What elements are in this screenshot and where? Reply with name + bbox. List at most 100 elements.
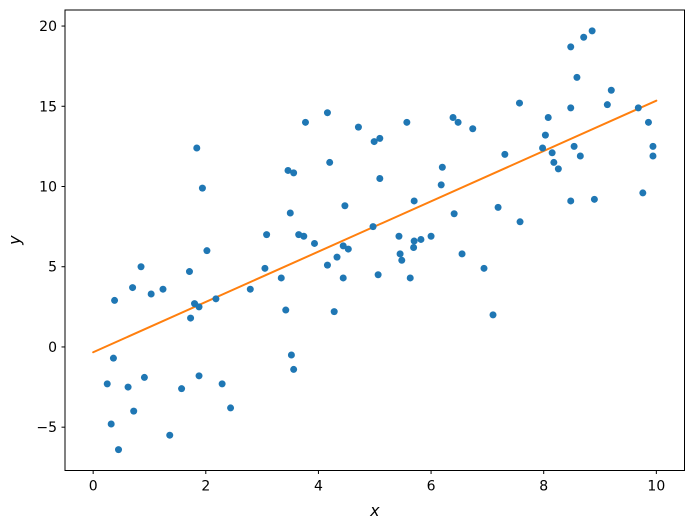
scatter-point — [218, 380, 226, 388]
scatter-point — [406, 274, 414, 282]
scatter-point — [344, 245, 352, 253]
scatter-point — [376, 134, 384, 142]
scatter-point — [354, 123, 362, 131]
scatter-point — [263, 231, 271, 239]
scatter-point — [227, 404, 235, 412]
scatter-point — [178, 385, 186, 393]
y-tick-label: 0 — [48, 340, 57, 356]
scatter-point — [129, 284, 137, 292]
scatter-point — [417, 235, 425, 243]
scatter-point — [330, 308, 338, 316]
scatter-point — [290, 365, 298, 373]
scatter-point — [107, 420, 115, 428]
scatter-point — [282, 306, 290, 314]
tick-labels: 0 2 4 6 8 10 −5 0 5 10 15 20 — [36, 19, 665, 494]
scatter-point — [198, 184, 206, 192]
scatter-point — [323, 261, 331, 269]
scatter-point — [301, 118, 309, 126]
y-tick-label: 10 — [39, 179, 57, 195]
scatter-point — [469, 125, 477, 133]
scatter-point — [374, 271, 382, 279]
scatter-point — [550, 158, 558, 166]
scatter-point — [395, 232, 403, 240]
scatter-point — [130, 407, 138, 415]
scatter-point — [310, 239, 318, 247]
scatter-point — [541, 131, 549, 139]
scatter-point — [515, 99, 523, 107]
scatter-point — [544, 114, 552, 122]
scatter-point — [494, 203, 502, 211]
scatter-point — [111, 296, 119, 304]
scatter-point — [339, 242, 347, 250]
scatter-point — [290, 169, 298, 177]
scatter-point — [454, 118, 462, 126]
scatter-point — [516, 218, 524, 226]
scatter-point — [140, 373, 148, 381]
scatter-point — [300, 232, 308, 240]
scatter-point — [539, 144, 547, 152]
scatter-point — [548, 149, 556, 157]
scatter-point — [261, 264, 269, 272]
scatter-point — [649, 142, 657, 150]
scatter-point — [576, 152, 584, 160]
x-tick-label: 10 — [647, 479, 665, 495]
scatter-point — [195, 372, 203, 380]
scatter-point — [458, 250, 466, 258]
x-tick-label: 4 — [314, 479, 323, 495]
scatter-point — [287, 351, 295, 359]
scatter-points-layer — [103, 27, 657, 454]
x-tick-label: 0 — [89, 479, 98, 495]
scatter-point — [410, 237, 418, 245]
scatter-point — [410, 243, 418, 251]
scatter-point — [567, 43, 575, 51]
x-tick-label: 2 — [201, 479, 210, 495]
scatter-point — [398, 256, 406, 264]
y-tick-label: 15 — [39, 99, 57, 115]
y-tick-label: 20 — [39, 19, 57, 35]
scatter-point — [449, 114, 457, 122]
scatter-point — [124, 383, 132, 391]
scatter-point — [570, 142, 578, 150]
scatter-point — [410, 197, 418, 205]
scatter-point — [573, 73, 581, 81]
scatter-point — [109, 354, 117, 362]
axis-ticks — [61, 25, 657, 474]
scatter-point — [450, 210, 458, 218]
scatter-point — [193, 144, 201, 152]
scatter-point — [370, 138, 378, 146]
scatter-point — [166, 431, 174, 439]
scatter-point — [159, 285, 167, 293]
scatter-point — [580, 33, 588, 41]
scatter-point — [634, 104, 642, 112]
scatter-point — [203, 247, 211, 255]
scatter-point — [376, 174, 384, 182]
x-axis-label: x — [369, 501, 380, 520]
scatter-point — [649, 152, 657, 160]
scatter-point — [333, 253, 341, 261]
scatter-point — [137, 263, 145, 271]
scatter-point — [195, 303, 203, 311]
scatter-point — [480, 264, 488, 272]
scatter-point — [284, 166, 292, 174]
scatter-point — [590, 195, 598, 203]
scatter-point — [147, 290, 155, 298]
scatter-point — [437, 181, 445, 189]
scatter-point — [639, 189, 647, 197]
y-tick-label: −5 — [36, 420, 57, 436]
scatter-point — [554, 165, 562, 173]
y-axis-label: y — [5, 235, 24, 246]
scatter-point — [212, 295, 220, 303]
scatter-point — [438, 163, 446, 171]
scatter-point — [567, 197, 575, 205]
y-tick-label: 5 — [48, 260, 57, 276]
scatter-point — [339, 274, 347, 282]
scatter-point — [396, 250, 404, 258]
scatter-point — [115, 446, 123, 454]
x-tick-label: 6 — [427, 479, 436, 495]
scatter-point — [603, 101, 611, 109]
scatter-point — [277, 274, 285, 282]
scatter-point — [326, 158, 334, 166]
scatter-point — [427, 232, 435, 240]
